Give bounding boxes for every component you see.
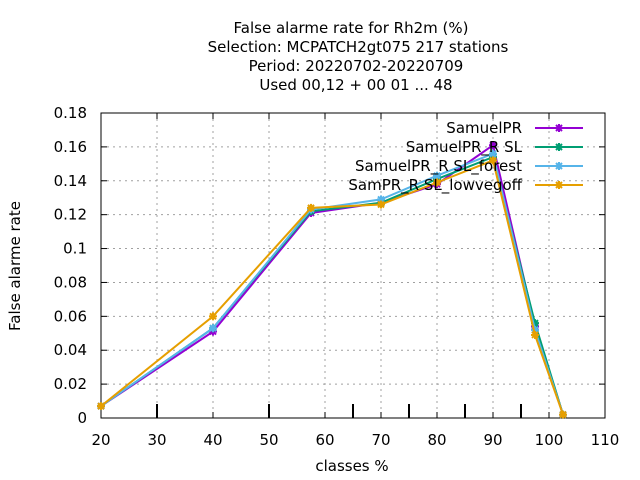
x-tick-label: 40 — [203, 431, 222, 449]
title-line-4: Used 00,12 + 00 01 ... 48 — [259, 76, 452, 94]
x-tick-label: 30 — [147, 431, 166, 449]
y-tick-label: 0 — [77, 409, 87, 427]
y-tick-label: 0.02 — [54, 375, 87, 393]
legend-entry-3: SamuelPR_R SL_forest — [355, 157, 583, 176]
legend-label: SamPR_R SL_lowvegoff — [348, 176, 522, 195]
legend-label: SamuelPR — [446, 119, 522, 137]
data-point — [489, 156, 497, 165]
data-point — [433, 178, 441, 187]
data-point — [433, 171, 441, 180]
y-tick-label: 0.18 — [54, 104, 87, 122]
x-tick-label: 50 — [259, 431, 278, 449]
x-axis-label: classes % — [315, 457, 388, 475]
chart-title: False alarme rate for Rh2m (%) Selection… — [208, 19, 509, 94]
x-tick-label: 90 — [483, 431, 502, 449]
x-tick-label: 110 — [591, 431, 620, 449]
tick-labels: 0 0.02 0.04 0.06 0.08 0.1 0.12 0.14 0.16 0.18 20 30… — [54, 104, 620, 449]
legend-entry-1: SamuelPR — [446, 119, 583, 137]
title-line-3: Period: 20220702-20220709 — [249, 57, 464, 75]
y-tick-label: 0.1 — [63, 240, 87, 258]
x-tick-label: 80 — [427, 431, 446, 449]
legend-marker — [555, 143, 563, 151]
legend-marker — [555, 181, 563, 189]
data-point — [209, 324, 217, 333]
x-tick-label: 100 — [535, 431, 564, 449]
y-axis-label: False alarme rate — [6, 201, 24, 331]
legend-entry-2: SamuelPR_R SL — [406, 138, 583, 157]
y-tick-label: 0.12 — [54, 206, 87, 224]
title-line-1: False alarme rate for Rh2m (%) — [234, 19, 469, 37]
data-point — [489, 149, 497, 158]
legend-marker — [555, 124, 563, 132]
data-point — [97, 402, 105, 411]
y-tick-label: 0.16 — [54, 138, 87, 156]
legend-label: SamuelPR_R SL — [406, 138, 523, 157]
data-point — [559, 410, 567, 419]
y-tick-label: 0.08 — [54, 273, 87, 291]
data-point — [307, 203, 315, 212]
data-point — [209, 312, 217, 321]
data-point — [531, 330, 539, 339]
y-tick-label: 0.04 — [54, 341, 87, 359]
y-tick-label: 0.06 — [54, 307, 87, 325]
data-point — [489, 141, 497, 150]
title-line-2: Selection: MCPATCH2gt075 217 stations — [208, 38, 509, 56]
legend-marker — [555, 162, 563, 170]
series-4 — [97, 156, 567, 419]
series-line — [100, 152, 564, 415]
x-tick-label: 20 — [91, 431, 110, 449]
legend-entry-4: SamPR_R SL_lowvegoff — [348, 176, 583, 195]
series-layer — [97, 141, 567, 419]
series-line — [100, 159, 564, 415]
data-point — [377, 200, 385, 209]
plot-frame — [100, 112, 606, 419]
grid — [101, 113, 605, 418]
axis-ticks — [100, 112, 606, 419]
x-tick-label: 60 — [315, 431, 334, 449]
legend-label: SamuelPR_R SL_forest — [355, 157, 522, 176]
series-line — [100, 155, 564, 415]
y-tick-label: 0.14 — [54, 172, 87, 190]
x-tick-label: 70 — [371, 431, 390, 449]
